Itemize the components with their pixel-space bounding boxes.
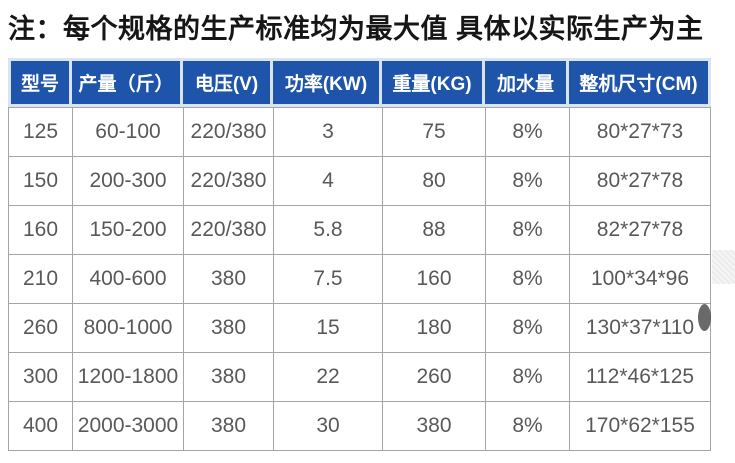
table-cell: 130*37*110 — [569, 304, 711, 353]
table-cell: 380 — [183, 402, 273, 451]
edge-watermark-artifact — [712, 250, 735, 284]
column-header: 产量（斤） — [72, 58, 183, 107]
table-cell: 125 — [8, 107, 72, 157]
note-heading: 注：每个规格的生产标准均为最大值 具体以实际生产为主 — [8, 14, 704, 44]
table-cell: 8% — [485, 353, 569, 402]
table-cell: 180 — [382, 304, 485, 353]
table-cell: 380 — [382, 402, 485, 451]
column-header: 电压(V) — [183, 58, 273, 107]
column-header: 整机尺寸(CM) — [569, 58, 711, 107]
table-cell: 8% — [485, 255, 569, 304]
table-cell: 200-300 — [72, 157, 183, 206]
table-row: 125 60-100 220/380 3 75 8% 80*27*73 — [8, 107, 711, 157]
table-cell: 400-600 — [72, 255, 183, 304]
table-cell: 160 — [8, 206, 72, 255]
spec-table: 型号 产量（斤） 电压(V) 功率(KW) 重量(KG) 加水量 整机尺寸(CM) 125 6… — [8, 58, 711, 451]
table-cell: 2000-3000 — [72, 402, 183, 451]
table-cell: 80*27*78 — [569, 157, 711, 206]
table-cell: 210 — [8, 255, 72, 304]
table-cell: 8% — [485, 402, 569, 451]
table-cell: 220/380 — [183, 206, 273, 255]
table-cell: 80 — [382, 157, 485, 206]
table-cell: 8% — [485, 206, 569, 255]
table-cell: 400 — [8, 402, 72, 451]
table-cell: 8% — [485, 304, 569, 353]
table-cell: 112*46*125 — [569, 353, 711, 402]
table-cell: 260 — [8, 304, 72, 353]
table-cell: 8% — [485, 157, 569, 206]
table-cell: 160 — [382, 255, 485, 304]
table-cell: 30 — [273, 402, 382, 451]
table-cell: 150-200 — [72, 206, 183, 255]
table-cell: 80*27*73 — [569, 107, 711, 157]
table-cell: 260 — [382, 353, 485, 402]
table-cell: 220/380 — [183, 107, 273, 157]
table-cell: 100*34*96 — [569, 255, 711, 304]
column-header: 型号 — [8, 58, 72, 107]
table-cell: 22 — [273, 353, 382, 402]
table-cell: 60-100 — [72, 107, 183, 157]
column-header: 功率(KW) — [273, 58, 382, 107]
table-row: 160 150-200 220/380 5.8 88 8% 82*27*78 — [8, 206, 711, 255]
table-row: 150 200-300 220/380 4 80 8% 80*27*78 — [8, 157, 711, 206]
table-row: 300 1200-1800 380 22 260 8% 112*46*125 — [8, 353, 711, 402]
table-cell: 8% — [485, 107, 569, 157]
column-header: 加水量 — [485, 58, 569, 107]
table-cell: 380 — [183, 255, 273, 304]
table-cell: 4 — [273, 157, 382, 206]
table-cell: 82*27*78 — [569, 206, 711, 255]
table-cell: 800-1000 — [72, 304, 183, 353]
column-header: 重量(KG) — [382, 58, 485, 107]
table-row: 210 400-600 380 7.5 160 8% 100*34*96 — [8, 255, 711, 304]
table-row: 400 2000-3000 380 30 380 8% 170*62*155 — [8, 402, 711, 451]
table-cell: 5.8 — [273, 206, 382, 255]
table-cell: 15 — [273, 304, 382, 353]
table-body: 125 60-100 220/380 3 75 8% 80*27*73 150 200-300 2… — [8, 107, 711, 451]
table-cell: 300 — [8, 353, 72, 402]
table-row: 260 800-1000 380 15 180 8% 130*37*110 — [8, 304, 711, 353]
edge-dark-artifact — [698, 304, 711, 331]
table-cell: 380 — [183, 353, 273, 402]
header-row: 型号 产量（斤） 电压(V) 功率(KW) 重量(KG) 加水量 整机尺寸(CM) — [8, 58, 711, 107]
table-cell: 1200-1800 — [72, 353, 183, 402]
table-cell: 7.5 — [273, 255, 382, 304]
table-cell: 150 — [8, 157, 72, 206]
table-cell: 170*62*155 — [569, 402, 711, 451]
table-cell: 3 — [273, 107, 382, 157]
table-cell: 88 — [382, 206, 485, 255]
table-cell: 380 — [183, 304, 273, 353]
table-cell: 75 — [382, 107, 485, 157]
table-cell: 220/380 — [183, 157, 273, 206]
